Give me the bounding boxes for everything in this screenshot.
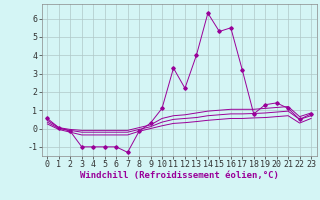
X-axis label: Windchill (Refroidissement éolien,°C): Windchill (Refroidissement éolien,°C) [80,171,279,180]
